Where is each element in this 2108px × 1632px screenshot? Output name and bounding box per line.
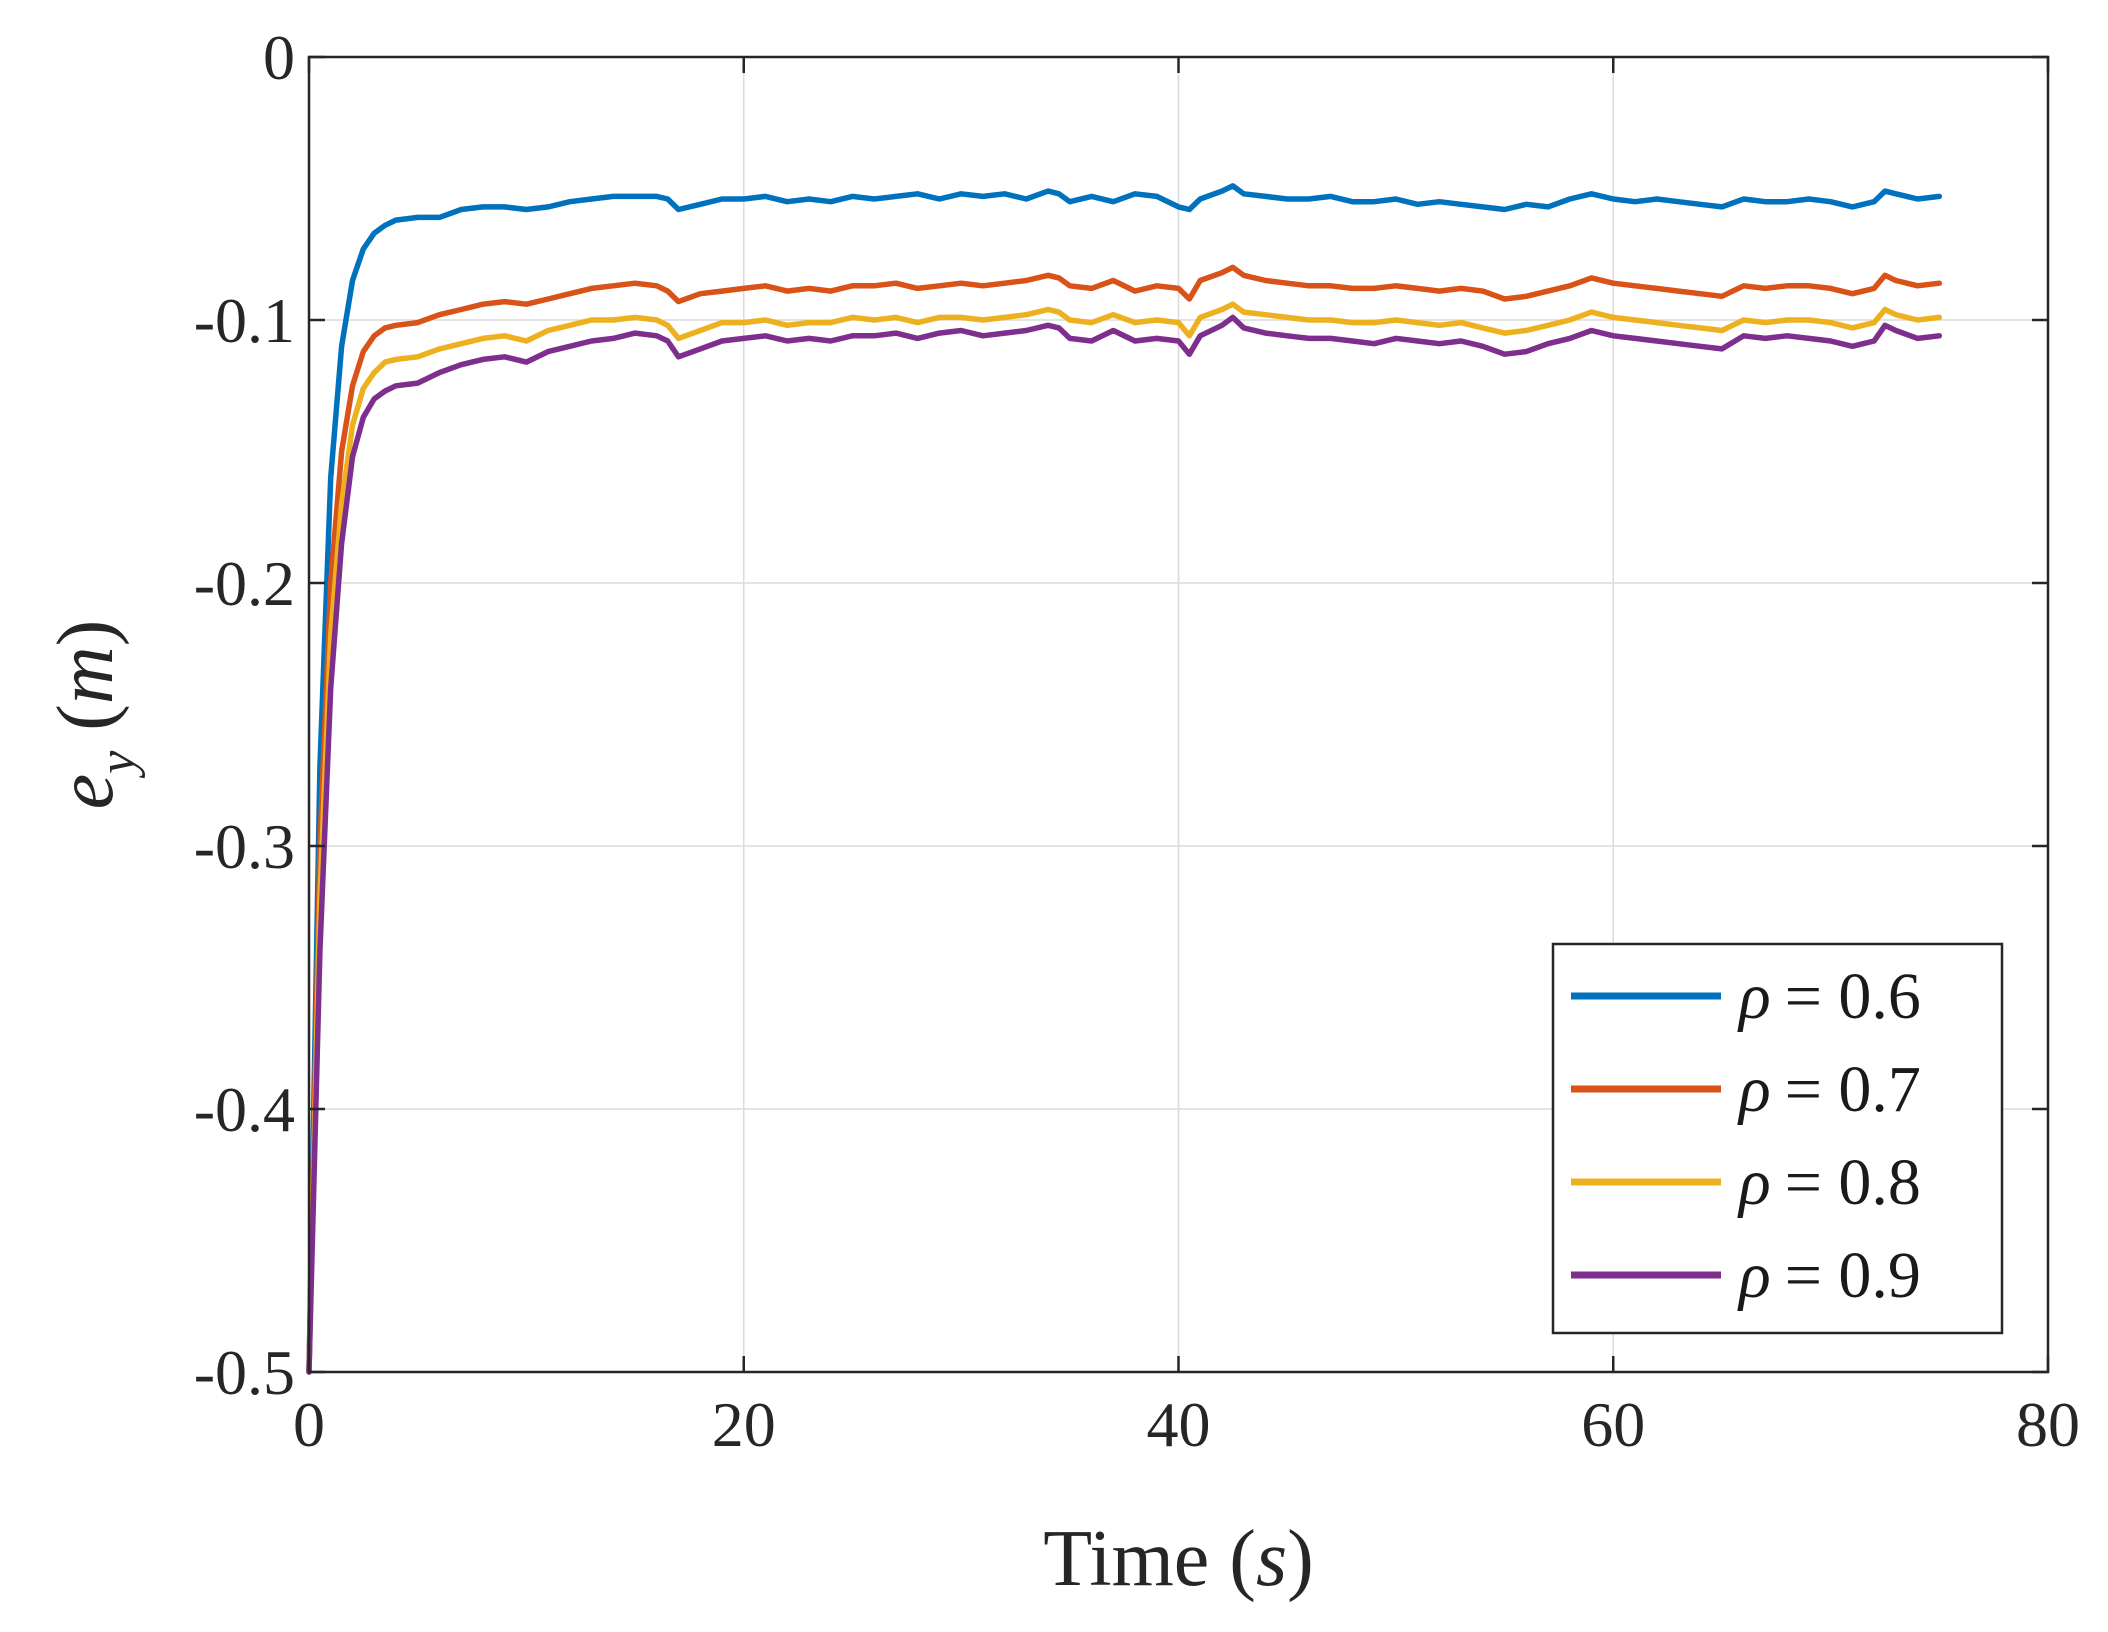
x-tick-label: 60 — [1581, 1389, 1645, 1460]
y-axis-title-open-paren: ( — [42, 704, 130, 751]
series-line-1 — [306, 183, 1943, 1375]
legend-label-symbol: ρ — [1737, 1239, 1771, 1312]
series-line-4 — [306, 314, 1943, 1375]
legend-entry-1: ρ = 0.6 — [1571, 960, 1921, 1033]
legend-label-symbol: ρ — [1737, 1146, 1771, 1219]
legend-label: ρ = 0.7 — [1737, 1053, 1921, 1126]
series-line-2 — [306, 264, 1943, 1375]
legend-label-value: = 0.7 — [1785, 1053, 1921, 1126]
series-line-3 — [306, 301, 1943, 1375]
x-tick-label: 20 — [712, 1389, 776, 1460]
legend-box — [1551, 942, 2004, 1335]
legend-label-value: = 0.8 — [1785, 1146, 1921, 1219]
x-axis-title: Time (s) — [1043, 1515, 1313, 1603]
x-axis-title-open-paren: ( — [1229, 1515, 1256, 1603]
y-tick-label: -0.3 — [194, 811, 295, 882]
legend-entry-2: ρ = 0.7 — [1571, 1053, 1921, 1126]
legend-label: ρ = 0.6 — [1737, 960, 1921, 1033]
y-tick-label: -0.2 — [194, 548, 295, 619]
y-axis-title-symbol: e — [42, 774, 130, 810]
y-axis-title: ey (m) — [42, 620, 146, 810]
legend-entry-3: ρ = 0.8 — [1571, 1146, 1921, 1219]
x-tick-label: 40 — [1147, 1389, 1211, 1460]
series-lines — [306, 183, 1943, 1375]
x-tick-label: 80 — [2016, 1389, 2080, 1460]
y-tick-label: -0.1 — [194, 285, 295, 356]
y-tick-label: -0.5 — [194, 1337, 295, 1408]
legend-label: ρ = 0.9 — [1737, 1239, 1921, 1312]
y-axis-title-subscript: y — [89, 750, 146, 779]
legend-label-symbol: ρ — [1737, 1053, 1771, 1126]
x-tick-label: 0 — [293, 1389, 325, 1460]
legend-label-value: = 0.6 — [1785, 960, 1921, 1033]
y-tick-label: -0.4 — [194, 1074, 295, 1145]
y-tick-label: 0 — [263, 22, 295, 93]
axis-ticks: 0 20 40 60 80 0 -0.1 -0.2 -0.3 -0.4 -0.5 — [194, 22, 2080, 1460]
x-axis-title-close-paren: ) — [1287, 1515, 1314, 1603]
legend: ρ = 0.6ρ = 0.7ρ = 0.8ρ = 0.9 — [1551, 942, 2004, 1335]
legend-label-symbol: ρ — [1737, 960, 1771, 1033]
y-axis-title-unit: m — [42, 646, 130, 704]
legend-entry-4: ρ = 0.9 — [1571, 1239, 1921, 1312]
y-axis-title-close-paren: ) — [42, 620, 130, 647]
x-axis-title-unit: s — [1256, 1515, 1287, 1603]
legend-label-value: = 0.9 — [1785, 1239, 1921, 1312]
legend-label: ρ = 0.8 — [1737, 1146, 1921, 1219]
x-axis-title-text: Time — [1043, 1515, 1209, 1603]
